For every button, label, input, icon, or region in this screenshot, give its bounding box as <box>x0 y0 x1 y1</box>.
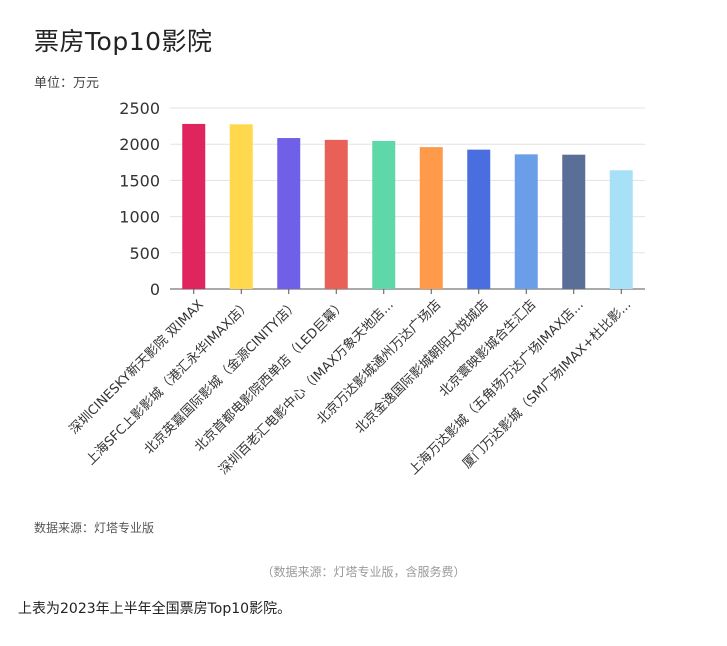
unit-label: 单位：万元 <box>34 76 100 91</box>
x-tick-label: 北京寰映影城合生汇店 <box>436 297 539 400</box>
x-tick-label: 深圳百老汇电影中心（IMAX万象天地店... <box>216 297 396 477</box>
chart-title: 票房Top10影院 <box>34 27 213 56</box>
x-tick-label: 上海SFC上影影城（港汇永华IMAX店） <box>83 297 254 468</box>
bar <box>514 154 538 289</box>
x-tick-label: 上海万达影城（五角场万达广场IMAX店... <box>406 297 586 477</box>
bar <box>229 124 253 289</box>
bar <box>419 147 443 289</box>
y-tick-label: 1500 <box>119 171 160 190</box>
y-tick-label: 2500 <box>119 99 160 118</box>
bar <box>609 170 633 289</box>
x-tick-label: 厦门万达影城（SM广场IMAX+杜比影... <box>460 297 634 471</box>
article-paragraph: 上表为2023年上半年全国票房Top10影院。 <box>18 601 292 617</box>
image-caption: （数据来源：灯塔专业版，含服务费） <box>261 565 466 579</box>
y-tick-label: 500 <box>129 244 160 263</box>
bar <box>467 149 491 289</box>
y-tick-label: 0 <box>150 280 160 299</box>
bar <box>277 138 301 289</box>
y-tick-label: 1000 <box>119 208 160 227</box>
chart-source: 数据来源：灯塔专业版 <box>34 521 155 535</box>
bar <box>182 123 206 289</box>
bar <box>372 140 396 289</box>
y-tick-label: 2000 <box>119 135 160 154</box>
bar <box>562 154 586 289</box>
bar <box>324 139 348 289</box>
